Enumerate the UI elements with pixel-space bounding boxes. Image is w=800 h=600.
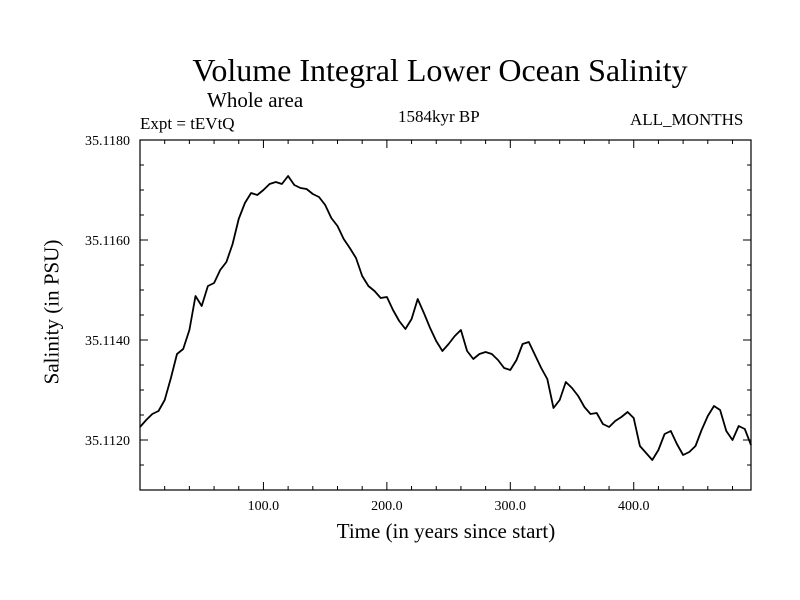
chart-subtitle: Whole area [207, 88, 304, 112]
y-tick-label: 35.1120 [85, 434, 130, 449]
x-tick-label: 300.0 [495, 499, 527, 514]
x-axis-label: Time (in years since start) [336, 519, 556, 543]
series-line-salinity [139, 175, 752, 461]
x-tick-label: 100.0 [248, 499, 280, 514]
y-tick-label: 35.1140 [85, 334, 130, 349]
x-tick-label: 400.0 [618, 499, 650, 514]
chart-title: Volume Integral Lower Ocean Salinity [192, 52, 688, 88]
period-label: 1584kyr BP [398, 107, 480, 126]
experiment-label: Expt = tEVtQ [140, 114, 235, 133]
y-tick-label: 35.1160 [85, 234, 130, 249]
plot-frame [139, 139, 752, 491]
x-tick-label: 200.0 [371, 499, 403, 514]
tick-labels: 100.0 200.0 300.0 400.0 35.1120 35.1140 35.116… [85, 134, 649, 514]
axis-ticks [140, 140, 751, 490]
y-tick-label: 35.1180 [85, 134, 130, 149]
months-label: ALL_MONTHS [630, 110, 744, 129]
